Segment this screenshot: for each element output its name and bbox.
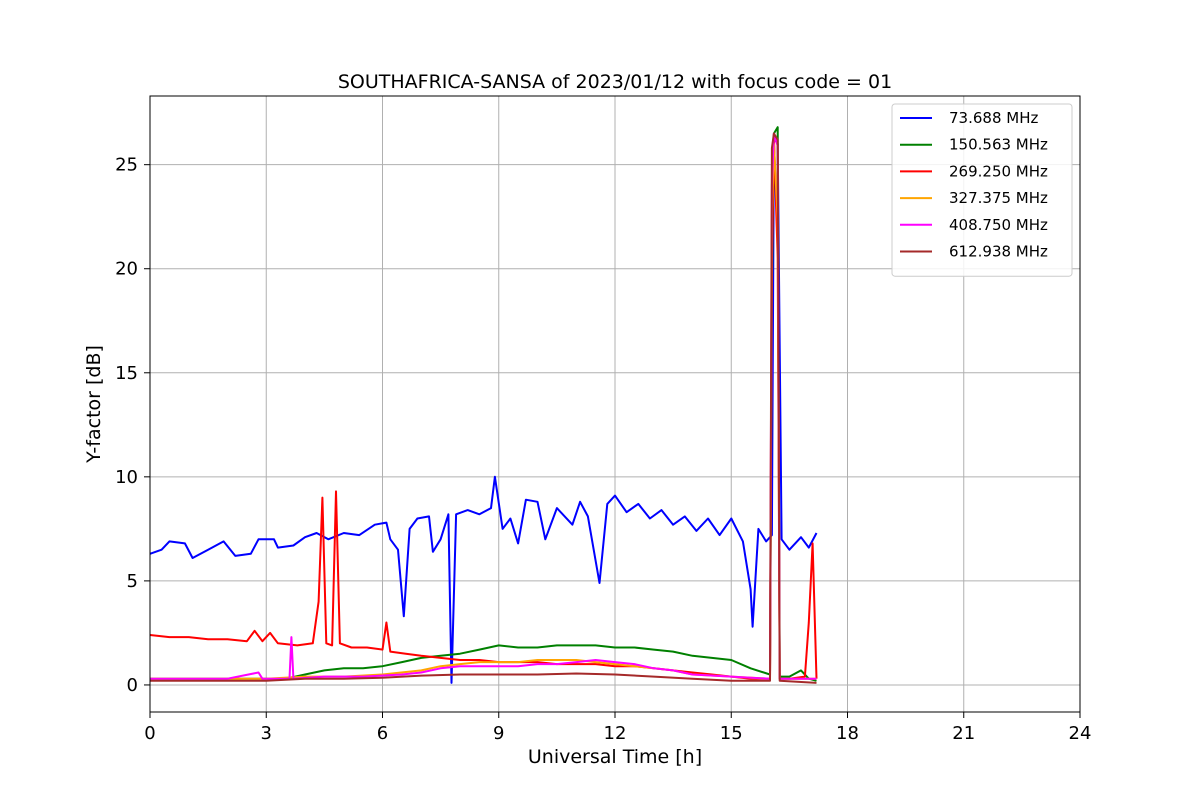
x-tick-label: 18 <box>836 723 859 744</box>
x-tick-label: 0 <box>144 723 155 744</box>
x-tick-label: 24 <box>1069 723 1092 744</box>
y-tick-label: 20 <box>115 259 138 280</box>
series-line-4 <box>150 132 817 680</box>
legend-label-0: 73.688 MHz <box>949 109 1038 127</box>
chart-title: SOUTHAFRICA-SANSA of 2023/01/12 with foc… <box>338 71 892 93</box>
y-tick-label: 10 <box>115 467 138 488</box>
y-tick-label: 15 <box>115 363 138 384</box>
y-tick-label: 0 <box>127 675 138 696</box>
legend-label-2: 269.250 MHz <box>949 162 1048 180</box>
y-axis-label: Y-factor [dB] <box>83 345 105 464</box>
grid <box>149 96 1081 712</box>
series-line-5 <box>150 132 817 684</box>
legend: 73.688 MHz 150.563 MHz 269.250 MHz 327.375 … <box>891 103 1073 277</box>
legend-label-4: 408.750 MHz <box>949 216 1048 234</box>
y-tick-label: 25 <box>115 155 138 176</box>
legend-label-3: 327.375 MHz <box>949 189 1048 207</box>
x-tick-label: 21 <box>952 723 975 744</box>
y-tick-label: 5 <box>127 571 138 592</box>
legend-label-5: 612.938 MHz <box>949 243 1048 261</box>
legend-label-1: 150.563 MHz <box>949 136 1048 154</box>
series-group <box>149 126 818 684</box>
x-axis-label: Universal Time [h] <box>528 746 702 768</box>
x-axis: 0 3 6 9 12 15 18 21 24 <box>144 712 1091 744</box>
legend-box <box>891 103 1073 277</box>
x-tick-label: 3 <box>261 723 272 744</box>
x-tick-label: 12 <box>604 723 627 744</box>
x-tick-label: 6 <box>377 723 388 744</box>
x-tick-label: 15 <box>720 723 743 744</box>
y-axis: 0 5 10 15 20 25 <box>115 155 150 696</box>
series-line-0 <box>149 136 818 684</box>
x-tick-label: 9 <box>493 723 504 744</box>
